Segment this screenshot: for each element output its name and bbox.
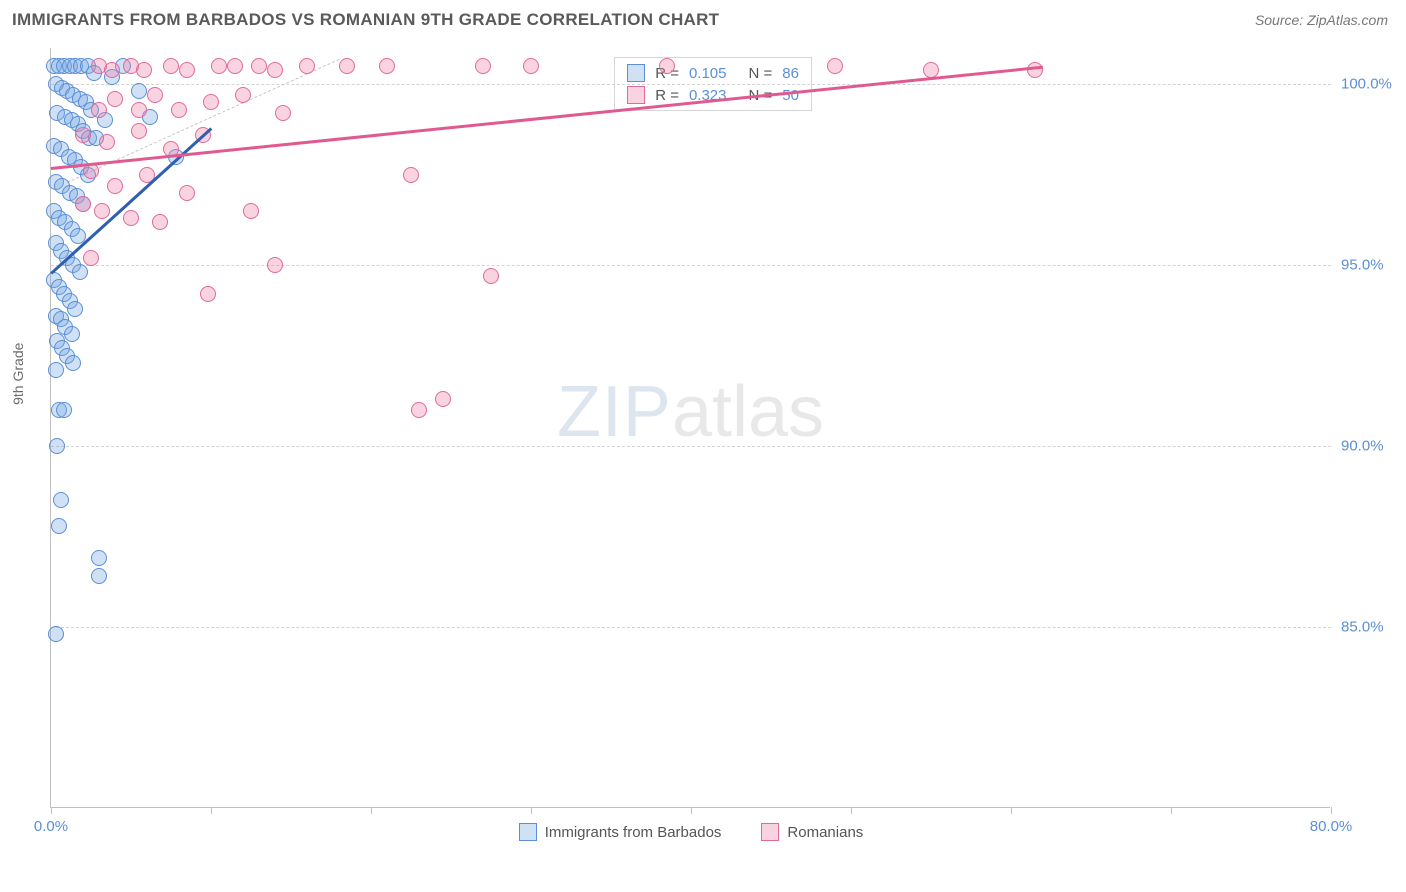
data-point-barbados bbox=[91, 550, 107, 566]
gridline-h bbox=[51, 265, 1331, 266]
legend-swatch-barbados bbox=[627, 64, 645, 82]
x-tick bbox=[1011, 807, 1012, 814]
x-tick bbox=[1171, 807, 1172, 814]
watermark: ZIPatlas bbox=[557, 371, 824, 453]
data-point-romanians bbox=[136, 62, 152, 78]
data-point-romanians bbox=[483, 268, 499, 284]
data-point-romanians bbox=[267, 62, 283, 78]
x-tick bbox=[371, 807, 372, 814]
data-point-romanians bbox=[275, 105, 291, 121]
gridline-h bbox=[51, 446, 1331, 447]
data-point-romanians bbox=[104, 62, 120, 78]
trendline-romanians bbox=[51, 66, 1043, 170]
data-point-romanians bbox=[94, 203, 110, 219]
legend-label-barbados: Immigrants from Barbados bbox=[545, 824, 722, 841]
legend-n-value-barbados: 86 bbox=[782, 65, 799, 82]
data-point-romanians bbox=[339, 58, 355, 74]
legend-n-value-romanians: 50 bbox=[782, 87, 799, 104]
data-point-romanians bbox=[179, 185, 195, 201]
y-axis-title: 9th Grade bbox=[10, 343, 26, 405]
data-point-romanians bbox=[227, 58, 243, 74]
x-tick bbox=[691, 807, 692, 814]
legend-swatch-romanians bbox=[627, 86, 645, 104]
source-attribution: Source: ZipAtlas.com bbox=[1255, 12, 1388, 28]
data-point-romanians bbox=[235, 87, 251, 103]
x-tick bbox=[531, 807, 532, 814]
legend-n-label: N = bbox=[749, 65, 773, 82]
data-point-barbados bbox=[65, 355, 81, 371]
legend-label-romanians: Romanians bbox=[787, 824, 863, 841]
data-point-barbados bbox=[91, 568, 107, 584]
data-point-romanians bbox=[200, 286, 216, 302]
data-point-romanians bbox=[131, 102, 147, 118]
data-point-barbados bbox=[72, 264, 88, 280]
gridline-h bbox=[51, 84, 1331, 85]
x-tick bbox=[1331, 807, 1332, 814]
x-tick bbox=[51, 807, 52, 814]
legend-item-barbados: Immigrants from Barbados bbox=[519, 823, 722, 841]
data-point-romanians bbox=[107, 91, 123, 107]
header: IMMIGRANTS FROM BARBADOS VS ROMANIAN 9TH… bbox=[0, 0, 1406, 38]
gridline-h bbox=[51, 627, 1331, 628]
data-point-romanians bbox=[435, 391, 451, 407]
watermark-atlas: atlas bbox=[672, 372, 824, 452]
data-point-barbados bbox=[51, 518, 67, 534]
data-point-barbados bbox=[53, 492, 69, 508]
data-point-romanians bbox=[123, 210, 139, 226]
data-point-romanians bbox=[659, 58, 675, 74]
y-tick-label: 100.0% bbox=[1341, 76, 1392, 93]
data-point-romanians bbox=[267, 257, 283, 273]
y-tick-label: 95.0% bbox=[1341, 257, 1384, 274]
data-point-barbados bbox=[48, 626, 64, 642]
data-point-romanians bbox=[299, 58, 315, 74]
y-tick-label: 90.0% bbox=[1341, 438, 1384, 455]
data-point-romanians bbox=[75, 196, 91, 212]
legend-item-romanians: Romanians bbox=[761, 823, 863, 841]
data-point-romanians bbox=[83, 250, 99, 266]
data-point-romanians bbox=[75, 127, 91, 143]
data-point-barbados bbox=[67, 301, 83, 317]
x-tick-label: 80.0% bbox=[1310, 818, 1353, 835]
data-point-romanians bbox=[211, 58, 227, 74]
data-point-romanians bbox=[131, 123, 147, 139]
data-point-barbados bbox=[56, 402, 72, 418]
bottom-legend: Immigrants from Barbados Romanians bbox=[51, 823, 1331, 841]
chart-container: 9th Grade ZIPatlas R = 0.105N = 86R = 0.… bbox=[50, 48, 1390, 828]
data-point-romanians bbox=[107, 178, 123, 194]
x-tick bbox=[851, 807, 852, 814]
data-point-romanians bbox=[251, 58, 267, 74]
stats-row-barbados: R = 0.105N = 86 bbox=[627, 64, 799, 82]
data-point-romanians bbox=[379, 58, 395, 74]
data-point-romanians bbox=[403, 167, 419, 183]
legend-r-label: R = bbox=[655, 87, 679, 104]
data-point-romanians bbox=[147, 87, 163, 103]
data-point-barbados bbox=[64, 326, 80, 342]
data-point-romanians bbox=[827, 58, 843, 74]
x-tick bbox=[211, 807, 212, 814]
data-point-barbados bbox=[131, 83, 147, 99]
data-point-romanians bbox=[179, 62, 195, 78]
data-point-barbados bbox=[49, 438, 65, 454]
watermark-zip: ZIP bbox=[557, 372, 672, 452]
data-point-romanians bbox=[99, 134, 115, 150]
data-point-romanians bbox=[1027, 62, 1043, 78]
data-point-barbados bbox=[48, 362, 64, 378]
data-point-romanians bbox=[203, 94, 219, 110]
plot-area: ZIPatlas R = 0.105N = 86R = 0.323N = 50 … bbox=[50, 48, 1330, 808]
data-point-romanians bbox=[152, 214, 168, 230]
data-point-romanians bbox=[411, 402, 427, 418]
legend-r-value-barbados: 0.105 bbox=[689, 65, 727, 82]
data-point-romanians bbox=[163, 58, 179, 74]
y-tick-label: 85.0% bbox=[1341, 619, 1384, 636]
x-tick-label: 0.0% bbox=[34, 818, 68, 835]
data-point-romanians bbox=[475, 58, 491, 74]
data-point-romanians bbox=[243, 203, 259, 219]
data-point-romanians bbox=[91, 102, 107, 118]
data-point-romanians bbox=[171, 102, 187, 118]
legend-swatch-barbados bbox=[519, 823, 537, 841]
chart-title: IMMIGRANTS FROM BARBADOS VS ROMANIAN 9TH… bbox=[12, 10, 719, 30]
legend-swatch-romanians bbox=[761, 823, 779, 841]
data-point-romanians bbox=[923, 62, 939, 78]
data-point-romanians bbox=[523, 58, 539, 74]
